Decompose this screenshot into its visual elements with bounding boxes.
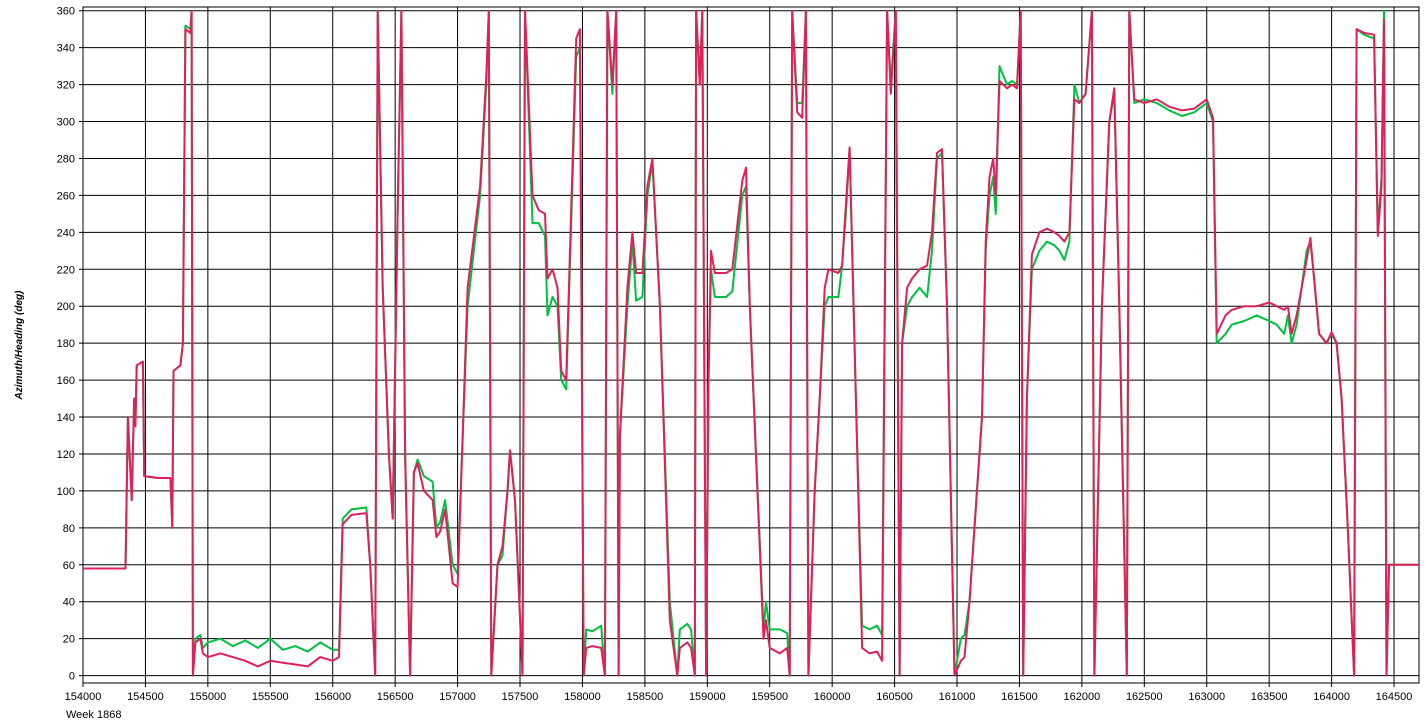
x-tick-label: 157000 <box>439 691 476 703</box>
x-tick-label: 160500 <box>876 691 913 703</box>
x-tick-label: 158500 <box>627 691 664 703</box>
y-tick-label: 360 <box>57 6 75 18</box>
x-tick-label: 162000 <box>1064 691 1101 703</box>
y-tick-labels: 0 20 40 60 80 100 120 140 160 180 200 220 240 260 280 3… <box>57 6 75 683</box>
x-tick-label: 164500 <box>1376 691 1413 703</box>
x-tick-label: 162500 <box>1126 691 1163 703</box>
x-axis-label: Week 1868 <box>66 709 122 721</box>
x-tick-label: 159000 <box>689 691 726 703</box>
x-tick-label: 156000 <box>314 691 351 703</box>
x-tick-label: 161500 <box>1001 691 1038 703</box>
y-tick-label: 100 <box>57 486 75 498</box>
series-group <box>83 9 1419 677</box>
x-tick-label: 158000 <box>564 691 601 703</box>
y-tick-label: 160 <box>57 375 75 387</box>
x-tick-label: 154500 <box>127 691 164 703</box>
y-tick-label: 60 <box>63 560 75 572</box>
y-tick-label: 200 <box>57 301 75 313</box>
y-tick-label: 300 <box>57 117 75 129</box>
x-tick-label: 159500 <box>751 691 788 703</box>
x-tick-label: 155000 <box>190 691 227 703</box>
y-tick-label: 240 <box>57 227 75 239</box>
y-tick-label: 20 <box>63 634 75 646</box>
x-tick-label: 161000 <box>939 691 976 703</box>
y-tick-label: 320 <box>57 80 75 92</box>
y-tick-label: 220 <box>57 264 75 276</box>
y-tick-label: 180 <box>57 338 75 350</box>
y-tick-label: 0 <box>69 671 75 683</box>
x-tick-label: 157500 <box>502 691 539 703</box>
y-axis-label: Azimuth/Heading (deg) <box>14 290 25 401</box>
y-tick-label: 280 <box>57 153 75 165</box>
y-tick-label: 260 <box>57 190 75 202</box>
y-tick-label: 40 <box>63 597 75 609</box>
x-tick-labels: 154000 154500 155000 155500 156000 156500 1570… <box>65 691 1413 703</box>
x-tick-label: 164000 <box>1313 691 1350 703</box>
x-tick-label: 163000 <box>1188 691 1225 703</box>
x-tick-label: 160000 <box>814 691 851 703</box>
y-tick-label: 340 <box>57 43 75 55</box>
x-tick-label: 155500 <box>252 691 289 703</box>
y-tick-label: 120 <box>57 449 75 461</box>
y-tick-label: 140 <box>57 412 75 424</box>
x-tick-label: 163500 <box>1251 691 1288 703</box>
y-tick-label: 80 <box>63 523 75 535</box>
series-line-2 <box>83 9 1419 677</box>
x-tick-label: 156500 <box>377 691 414 703</box>
x-tick-label: 154000 <box>65 691 102 703</box>
